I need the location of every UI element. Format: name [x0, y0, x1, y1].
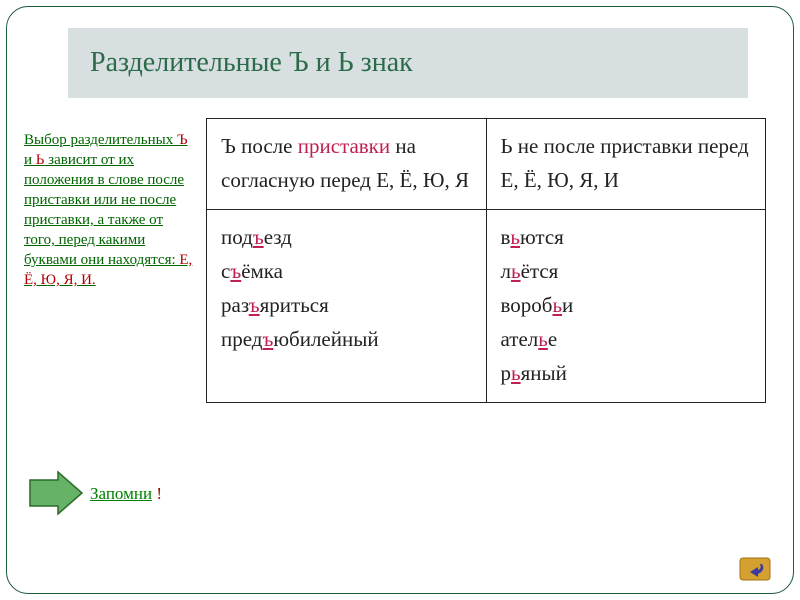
word-mark: ь [538, 327, 548, 351]
word-part: ёмка [241, 259, 283, 283]
word-mark: ъ [249, 293, 260, 317]
word-mark: ъ [253, 225, 264, 249]
cell-hard-sign-examples: подъезд съёмка разъяриться предъюбилейны… [207, 210, 487, 403]
cell-soft-sign-rule: Ь не после приставки перед Е, Ё, Ю, Я, И [486, 119, 766, 210]
arrow-shape [28, 470, 84, 516]
side-note-part: Выбор разделительных [24, 132, 177, 148]
word-part: ётся [521, 259, 559, 283]
word-mark: ь [510, 225, 520, 249]
word-part: раз [221, 293, 249, 317]
word-part: в [501, 225, 511, 249]
cell-hard-sign-rule: Ъ после приставки на согласную перед Е, … [207, 119, 487, 210]
word-part: е [548, 327, 557, 351]
title-bar: Разделительные Ъ и Ь знак [68, 28, 748, 98]
table-row: подъезд съёмка разъяриться предъюбилейны… [207, 210, 766, 403]
word-part: ются [520, 225, 564, 249]
word-part: вороб [501, 293, 553, 317]
word-mark: ь [511, 259, 521, 283]
remember-text: Запомни [90, 484, 152, 503]
cell-highlight: приставки [298, 134, 390, 158]
word-mark: ь [511, 361, 521, 385]
word-part: ател [501, 327, 539, 351]
word-part: с [221, 259, 230, 283]
word-part: и [562, 293, 573, 317]
page-title: Разделительные Ъ и Ь знак [90, 47, 413, 79]
word-part: л [501, 259, 511, 283]
word-mark: ъ [230, 259, 241, 283]
word-part: под [221, 225, 253, 249]
side-note: Выбор разделительных Ъ и Ь зависит от их… [24, 130, 194, 290]
word-part: яриться [260, 293, 329, 317]
word-part: пред [221, 327, 262, 351]
word-part: яный [521, 361, 567, 385]
word-part: юбилейный [273, 327, 378, 351]
cell-soft-sign-examples: вьются льётся воробьи ателье рьяный [486, 210, 766, 403]
word-mark: ъ [262, 327, 273, 351]
remember-excl: ! [152, 484, 162, 503]
side-note-part: и [24, 152, 36, 168]
remember-label: Запомни ! [90, 484, 162, 504]
table-row: Ъ после приставки на согласную перед Е, … [207, 119, 766, 210]
side-note-accent: Ъ [177, 132, 188, 148]
cell-text: Ь не после приставки перед Е, Ё, Ю, Я, И [501, 134, 749, 192]
word-mark: ь [552, 293, 562, 317]
word-part: езд [264, 225, 292, 249]
return-icon[interactable] [738, 554, 772, 582]
cell-text: Ъ после [221, 134, 298, 158]
side-note-part: зависит от их положения в слове после пр… [24, 152, 184, 268]
word-part: р [501, 361, 512, 385]
rules-table: Ъ после приставки на согласную перед Е, … [206, 118, 766, 403]
